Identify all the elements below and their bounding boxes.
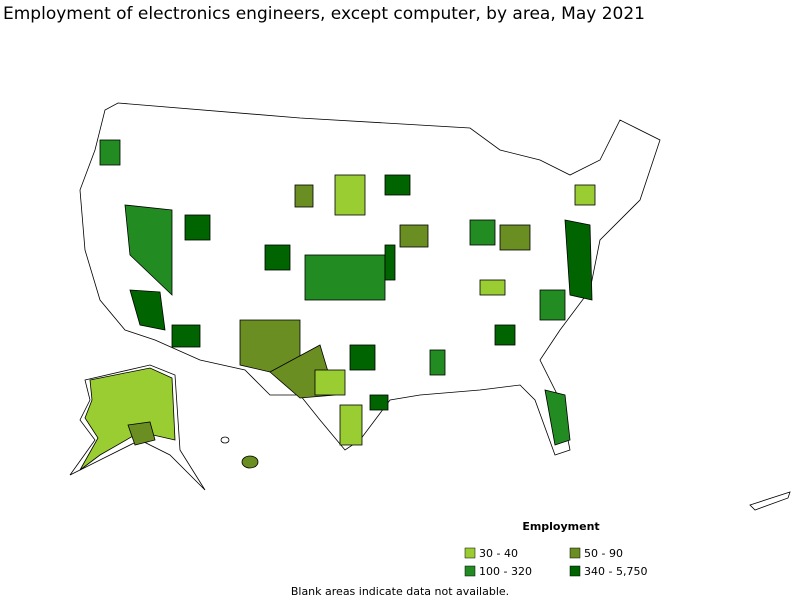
legend-label: 30 - 40 bbox=[479, 547, 518, 560]
legend-swatch bbox=[569, 547, 581, 559]
legend-label: 340 - 5,750 bbox=[584, 565, 647, 578]
note: Blank areas indicate data not available. bbox=[291, 585, 509, 598]
region bbox=[479, 279, 506, 296]
hawaii bbox=[220, 436, 230, 444]
region bbox=[184, 214, 211, 241]
region bbox=[349, 344, 376, 371]
region bbox=[369, 394, 389, 411]
map-title: Employment of electronics engineers, exc… bbox=[3, 4, 645, 24]
region bbox=[469, 219, 496, 246]
region bbox=[539, 289, 566, 321]
hawaii bbox=[241, 455, 259, 469]
region bbox=[429, 349, 446, 376]
region bbox=[304, 254, 386, 301]
islands bbox=[749, 491, 791, 511]
region bbox=[79, 367, 176, 471]
legend-swatch bbox=[569, 565, 581, 577]
region bbox=[314, 369, 346, 396]
region bbox=[399, 224, 429, 248]
region bbox=[334, 174, 366, 216]
legend: 30 - 40 50 - 90 100 - 320 340 - 5,750 bbox=[464, 547, 647, 578]
legend-label: 50 - 90 bbox=[584, 547, 623, 560]
region bbox=[339, 404, 363, 446]
region bbox=[294, 184, 314, 208]
legend-swatch bbox=[464, 547, 476, 559]
region bbox=[544, 389, 571, 446]
region bbox=[264, 244, 291, 271]
map bbox=[69, 102, 791, 511]
region bbox=[384, 174, 411, 196]
region bbox=[99, 139, 121, 166]
region bbox=[124, 204, 173, 296]
region bbox=[564, 219, 593, 301]
legend-label: 100 - 320 bbox=[479, 565, 532, 578]
legend-title: Employment bbox=[522, 520, 599, 533]
region bbox=[127, 421, 156, 446]
region bbox=[384, 244, 396, 281]
region bbox=[574, 184, 596, 206]
region bbox=[171, 324, 201, 348]
region bbox=[494, 324, 516, 346]
region bbox=[129, 289, 166, 331]
legend-swatch bbox=[464, 565, 476, 577]
region bbox=[499, 224, 531, 251]
